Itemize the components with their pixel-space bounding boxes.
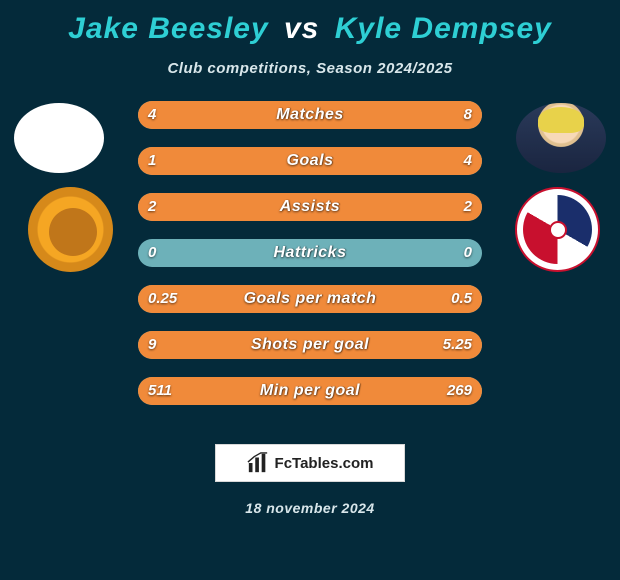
stat-value-left: 511 bbox=[148, 377, 172, 405]
stat-value-right: 0.5 bbox=[451, 285, 472, 313]
stat-value-left: 0.25 bbox=[148, 285, 177, 313]
stat-value-left: 0 bbox=[148, 239, 156, 267]
stat-value-left: 4 bbox=[148, 101, 156, 129]
stat-value-right: 4 bbox=[464, 147, 472, 175]
stat-label: Goals bbox=[138, 147, 482, 175]
stat-label: Matches bbox=[138, 101, 482, 129]
player2-hair bbox=[538, 107, 584, 133]
stat-label: Assists bbox=[138, 193, 482, 221]
player1-club-badge bbox=[28, 187, 113, 272]
stat-value-left: 2 bbox=[148, 193, 156, 221]
stat-label: Goals per match bbox=[138, 285, 482, 313]
stat-row: Assists2 2 bbox=[138, 193, 482, 221]
stat-row: Goals per match0.25 0.5 bbox=[138, 285, 482, 313]
site-name: FcTables.com bbox=[275, 455, 374, 472]
player1-avatar bbox=[14, 103, 104, 173]
player1-name: Jake Beesley bbox=[68, 12, 269, 45]
bar-chart-icon bbox=[247, 452, 269, 474]
stat-value-left: 9 bbox=[148, 331, 156, 359]
stat-row: Hattricks0 0 bbox=[138, 239, 482, 267]
footer-date: 18 november 2024 bbox=[0, 500, 620, 516]
stat-value-right: 5.25 bbox=[443, 331, 472, 359]
stat-value-right: 0 bbox=[464, 239, 472, 267]
comparison-card: Jake Beesley vs Kyle Dempsey Club compet… bbox=[0, 0, 620, 580]
badge-dot bbox=[549, 221, 567, 239]
stat-row: Goals1 4 bbox=[138, 147, 482, 175]
player2-avatar-graphic bbox=[516, 103, 606, 173]
stat-value-right: 2 bbox=[464, 193, 472, 221]
player2-club-badge bbox=[515, 187, 600, 272]
stat-bars: Matches48Goals14Assists22Hattricks00Goal… bbox=[138, 101, 482, 423]
page-title: Jake Beesley vs Kyle Dempsey bbox=[0, 12, 620, 46]
stat-value-right: 269 bbox=[447, 377, 472, 405]
stat-value-right: 8 bbox=[464, 101, 472, 129]
site-logo-box: FcTables.com bbox=[215, 444, 405, 482]
stat-value-left: 1 bbox=[148, 147, 156, 175]
stat-label: Hattricks bbox=[138, 239, 482, 267]
comparison-chart: Matches48Goals14Assists22Hattricks00Goal… bbox=[0, 109, 620, 429]
stat-row: Matches4 8 bbox=[138, 101, 482, 129]
player2-avatar bbox=[516, 103, 606, 173]
stat-label: Shots per goal bbox=[138, 331, 482, 359]
subtitle: Club competitions, Season 2024/2025 bbox=[0, 60, 620, 77]
vs-label: vs bbox=[284, 12, 319, 45]
player2-name: Kyle Dempsey bbox=[335, 12, 552, 45]
stat-row: Min per goal511 269 bbox=[138, 377, 482, 405]
stat-label: Min per goal bbox=[138, 377, 482, 405]
stat-row: Shots per goal9 5.25 bbox=[138, 331, 482, 359]
